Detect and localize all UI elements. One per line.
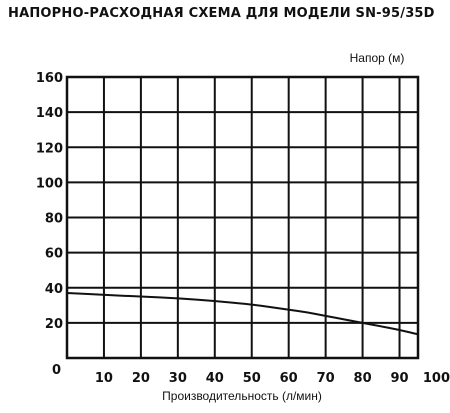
plot-frame xyxy=(65,75,420,360)
chart-title: НАПОРНО-РАСХОДНАЯ СХЕМА ДЛЯ МОДЕЛИ SN-95… xyxy=(8,6,435,21)
x-tick-label: 20 xyxy=(132,371,150,386)
x-tick-label: 10 xyxy=(95,371,113,386)
y-tick-label: 80 xyxy=(45,212,63,227)
x-tick-label: 30 xyxy=(169,371,187,386)
curve-layer xyxy=(66,292,420,336)
y-tick-labels: 20 40 60 80 100 120 140 160 xyxy=(36,71,63,332)
series-line xyxy=(66,292,420,336)
y-tick-label: 100 xyxy=(36,176,63,191)
x-tick-label: 100 xyxy=(423,371,450,386)
x-tick-label: 90 xyxy=(390,371,408,386)
y-tick-label: 120 xyxy=(36,141,63,156)
x-tick-label: 60 xyxy=(280,371,298,386)
x-tick-labels: 10 20 30 40 50 60 70 80 90 100 xyxy=(95,371,450,386)
x-tick-label: 40 xyxy=(206,371,224,386)
y-tick-label: 160 xyxy=(36,71,63,86)
x-tick-label: 80 xyxy=(354,371,372,386)
y-tick-label: 40 xyxy=(45,282,63,297)
origin-label: 0 xyxy=(52,363,61,378)
y-tick-label: 20 xyxy=(45,317,63,332)
x-tick-label: 50 xyxy=(243,371,261,386)
y-tick-label: 140 xyxy=(36,106,63,121)
y-tick-label: 60 xyxy=(45,247,63,262)
x-tick-label: 70 xyxy=(317,371,335,386)
y-axis-label: Напор (м) xyxy=(350,51,405,65)
grid-layer xyxy=(67,77,418,358)
x-axis-label: Производительность (л/мин) xyxy=(162,389,322,403)
